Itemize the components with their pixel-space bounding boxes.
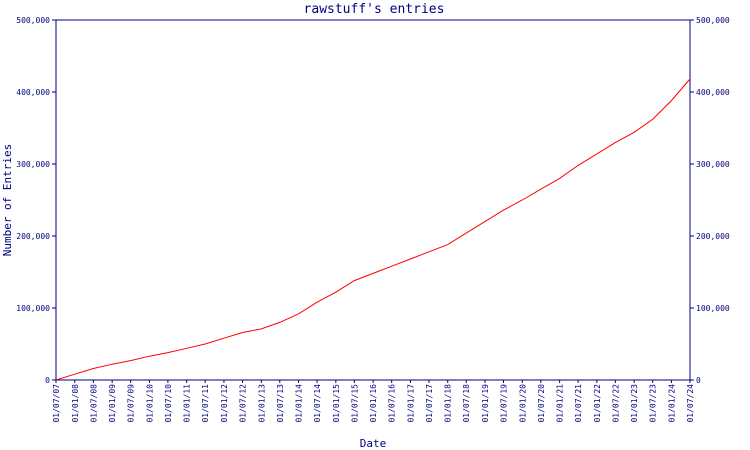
y-tick-label-left: 300,000: [16, 160, 50, 169]
y-tick-label-left: 400,000: [16, 88, 50, 97]
x-tick-label: 01/01/10: [145, 384, 154, 423]
x-tick-label: 01/07/15: [350, 384, 359, 423]
y-axis-left: 0 100,000 200,000 300,000 400,000 500,000: [16, 16, 56, 385]
x-tick-label: 01/01/19: [481, 384, 490, 423]
x-tick-label: 01/07/18: [462, 384, 471, 423]
x-tick-label: 01/01/18: [444, 384, 453, 423]
x-tick-label: 01/07/11: [201, 384, 210, 423]
x-tick-label: 01/07/23: [649, 384, 658, 423]
y-tick-label-right: 0: [696, 376, 701, 385]
x-tick-label: 01/07/07: [52, 384, 61, 423]
series-line: [55, 78, 691, 381]
x-tick-label: 01/07/19: [499, 384, 508, 423]
y-tick-label-right: 400,000: [696, 88, 730, 97]
y-tick-label-right: 200,000: [696, 232, 730, 241]
y-tick-label-right: 100,000: [696, 304, 730, 313]
x-tick-label: 01/07/14: [313, 384, 322, 423]
y-axis-right: 0 100,000 200,000 300,000 400,000 500,000: [690, 16, 730, 385]
x-tick-label: 01/01/11: [183, 384, 192, 423]
x-tick-label: 01/01/16: [369, 384, 378, 423]
x-tick-label: 01/07/20: [537, 384, 546, 423]
x-tick-label: 01/01/13: [257, 384, 266, 423]
y-tick-label-left: 100,000: [16, 304, 50, 313]
y-tick-label-left: 200,000: [16, 232, 50, 241]
x-tick-label: 01/07/21: [574, 384, 583, 423]
y-tick-label-right: 300,000: [696, 160, 730, 169]
x-tick-label: 01/01/20: [518, 384, 527, 423]
x-tick-label: 01/01/14: [295, 384, 304, 423]
x-tick-label: 01/07/22: [611, 384, 620, 423]
y-tick-label-left: 500,000: [16, 16, 50, 25]
x-tick-label: 01/01/21: [556, 384, 565, 423]
x-tick-label: 01/07/10: [164, 384, 173, 423]
x-axis: 01/07/07 01/01/08 01/07/08 01/01/09 01/07/09…: [52, 380, 695, 423]
x-tick-label: 01/07/24: [686, 384, 695, 423]
x-tick-label: 01/01/09: [108, 384, 117, 423]
x-tick-label: 01/07/17: [425, 384, 434, 423]
x-tick-label: 01/07/09: [127, 384, 136, 423]
y-tick-label-left: 0: [45, 376, 50, 385]
x-tick-label: 01/01/17: [406, 384, 415, 423]
x-axis-label: Date: [360, 437, 387, 450]
x-tick-label: 01/01/12: [220, 384, 229, 423]
x-tick-label: 01/07/13: [276, 384, 285, 423]
x-tick-label: 01/01/24: [667, 384, 676, 423]
x-tick-label: 01/07/08: [89, 384, 98, 423]
x-tick-label: 01/07/16: [388, 384, 397, 423]
plot-area: [55, 19, 691, 381]
y-axis-label: Number of Entries: [1, 144, 14, 257]
chart-title: rawstuff's entries: [304, 2, 445, 17]
x-tick-label: 01/07/12: [239, 384, 248, 423]
plot-frame: [55, 19, 691, 381]
x-tick-label: 01/01/22: [593, 384, 602, 423]
x-tick-label: 01/01/08: [71, 384, 80, 423]
x-tick-label: 01/01/15: [332, 384, 341, 423]
y-tick-label-right: 500,000: [696, 16, 730, 25]
x-tick-label: 01/01/23: [630, 384, 639, 423]
